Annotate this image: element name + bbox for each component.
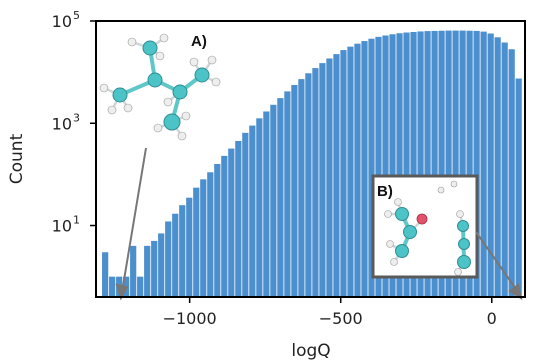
histogram-bar bbox=[200, 179, 207, 297]
histogram-bar bbox=[473, 30, 480, 297]
y-axis-label: Count bbox=[7, 133, 27, 184]
histogram-bar bbox=[165, 221, 172, 297]
x-tick-label: −500 bbox=[319, 309, 363, 328]
histogram-bar bbox=[221, 155, 228, 297]
histogram-bar bbox=[263, 111, 270, 297]
x-axis: −1000 −500 0 bbox=[163, 297, 497, 328]
arrow-b bbox=[475, 231, 519, 293]
histogram-bar bbox=[151, 240, 158, 297]
histogram-bar bbox=[494, 37, 501, 298]
histogram-bar bbox=[480, 31, 487, 298]
histogram-bar bbox=[424, 31, 431, 298]
histogram-bar bbox=[137, 276, 144, 297]
histogram-bar bbox=[179, 205, 186, 297]
histogram-bar bbox=[270, 104, 277, 298]
y-tick-exponent: 1 bbox=[73, 214, 80, 227]
histogram-bar bbox=[214, 163, 221, 297]
y-tick-label: 10 bbox=[52, 12, 72, 31]
plot-frame bbox=[95, 20, 526, 298]
histogram-bar bbox=[312, 68, 319, 297]
histogram-bar bbox=[417, 31, 424, 297]
histogram-bar bbox=[382, 35, 389, 298]
y-tick-exponent: 5 bbox=[73, 9, 80, 22]
histogram-bar bbox=[207, 172, 214, 297]
x-tick-label: −1000 bbox=[163, 309, 217, 328]
histogram-bar bbox=[172, 213, 179, 297]
histogram-bars bbox=[102, 30, 522, 298]
histogram-bar bbox=[508, 49, 515, 297]
histogram-bar bbox=[186, 197, 193, 297]
histogram-bar bbox=[403, 32, 410, 297]
annotation-a-label: A) bbox=[191, 33, 207, 50]
histogram-bar bbox=[347, 46, 354, 298]
histogram-bar bbox=[277, 98, 284, 297]
y-tick-exponent: 3 bbox=[73, 111, 80, 124]
y-tick-label: 10 bbox=[52, 217, 72, 236]
histogram-bar bbox=[445, 30, 452, 297]
histogram-bar bbox=[291, 85, 298, 297]
x-axis-label: logQ bbox=[291, 341, 330, 361]
annotation-arrows bbox=[115, 147, 523, 301]
histogram-bar bbox=[452, 30, 459, 297]
molecule-a-illustration bbox=[99, 33, 221, 141]
histogram-bar bbox=[235, 140, 242, 297]
histogram-bar bbox=[459, 30, 466, 297]
histogram-bar bbox=[466, 30, 473, 298]
histogram-bar bbox=[515, 78, 522, 298]
arrow-b-head bbox=[508, 283, 523, 301]
histogram-bar bbox=[158, 233, 165, 297]
histogram-bar bbox=[354, 43, 361, 297]
histogram-bar bbox=[102, 252, 109, 297]
histogram-bar bbox=[396, 33, 403, 297]
histogram-bar bbox=[144, 245, 151, 297]
histogram-bar bbox=[368, 38, 375, 297]
histogram-bar bbox=[298, 79, 305, 298]
histogram-bar bbox=[361, 41, 368, 297]
histogram-bar bbox=[228, 148, 235, 297]
histogram-bar bbox=[284, 91, 291, 297]
histogram-bar bbox=[193, 187, 200, 297]
histogram-bar bbox=[438, 30, 445, 298]
histogram-bar bbox=[340, 50, 347, 297]
histogram-bar bbox=[305, 73, 312, 298]
arrow-a-head bbox=[115, 283, 129, 301]
histogram-bar bbox=[256, 118, 263, 297]
histogram-bar bbox=[431, 30, 438, 297]
x-tick-label: 0 bbox=[487, 309, 497, 328]
inset-b-panel bbox=[371, 174, 479, 279]
histogram-bar bbox=[326, 58, 333, 297]
arrow-a bbox=[121, 147, 147, 293]
histogram-bar bbox=[242, 132, 249, 297]
histogram-bar bbox=[319, 63, 326, 297]
histogram-bar bbox=[249, 125, 256, 297]
annotation-b-label: B) bbox=[377, 183, 393, 200]
histogram-bar bbox=[130, 245, 137, 297]
y-tick-label: 10 bbox=[52, 114, 72, 133]
histogram-bar bbox=[375, 36, 382, 298]
histogram-bar bbox=[389, 34, 396, 297]
histogram-bar bbox=[487, 33, 494, 297]
histogram-bar bbox=[410, 31, 417, 297]
histogram-bar bbox=[501, 42, 508, 297]
histogram-bar bbox=[333, 54, 340, 298]
histogram-bar bbox=[109, 276, 116, 297]
